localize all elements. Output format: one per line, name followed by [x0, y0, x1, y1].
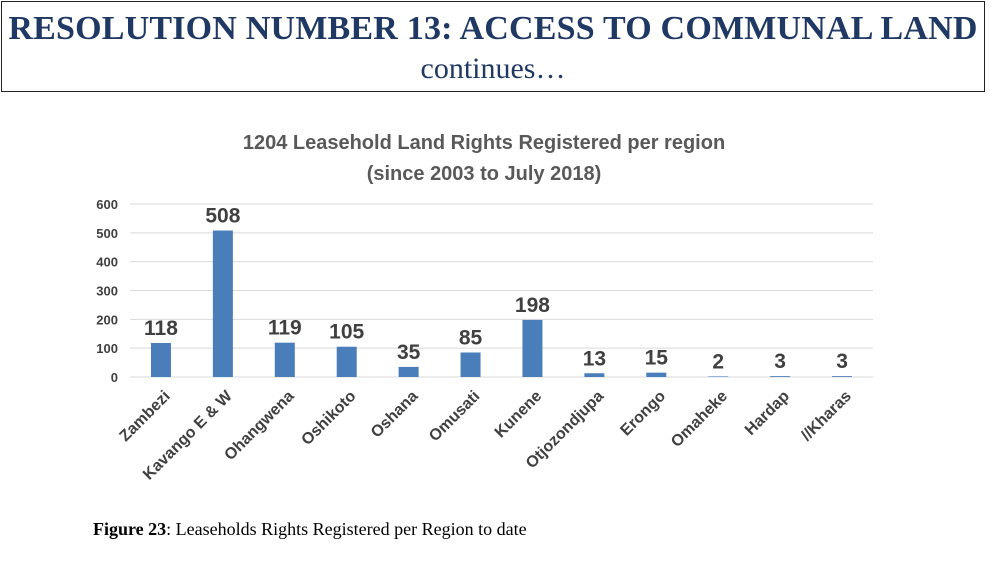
bar — [584, 373, 605, 377]
y-tick-label: 500 — [96, 226, 118, 241]
y-tick-label: 200 — [96, 312, 118, 327]
bars — [150, 230, 853, 377]
data-label: 13 — [583, 347, 606, 370]
bar-chart: 1204 Leasehold Land Rights Registered pe… — [96, 132, 873, 483]
bar — [460, 352, 481, 377]
x-tick-label: Erongo — [618, 388, 670, 440]
data-label: 35 — [397, 341, 421, 364]
data-label: 3 — [774, 350, 786, 373]
bar — [646, 372, 667, 377]
data-label: 119 — [268, 317, 302, 340]
bar — [708, 376, 729, 377]
data-label: 3 — [836, 350, 848, 373]
y-tick-label: 100 — [96, 341, 118, 356]
data-labels: 118 508 119 105 35 85 198 13 15 2 3 3 — [144, 205, 848, 374]
bar — [212, 230, 233, 377]
chart-title: 1204 Leasehold Land Rights Registered pe… — [243, 132, 725, 154]
bar — [522, 319, 543, 377]
data-label: 105 — [329, 321, 364, 344]
y-tick-label: 600 — [96, 197, 118, 212]
slide-title: RESOLUTION NUMBER 13: ACCESS TO COMMUNAL… — [8, 10, 978, 47]
data-label: 15 — [645, 347, 669, 370]
y-axis: 0 100 200 300 400 500 600 — [96, 197, 118, 385]
caption-text: : Leaseholds Rights Registered per Regio… — [166, 519, 527, 539]
slide-subtitle: continues… — [420, 52, 566, 85]
bar — [274, 342, 295, 377]
title-box: RESOLUTION NUMBER 13: ACCESS TO COMMUNAL… — [1, 1, 985, 92]
x-tick-label: Oshikoto — [298, 388, 359, 449]
caption-label: Figure 23 — [93, 519, 167, 539]
x-tick-label: Kunene — [492, 388, 546, 442]
x-tick-label: Omaheke — [668, 388, 731, 451]
data-label: 118 — [144, 317, 178, 340]
data-label: 85 — [459, 326, 483, 349]
bar — [336, 346, 357, 377]
y-tick-label: 400 — [96, 255, 118, 270]
data-label: 198 — [515, 294, 550, 317]
data-label: 508 — [205, 205, 240, 228]
chart-subtitle: (since 2003 to July 2018) — [367, 163, 602, 185]
bar — [832, 376, 853, 377]
x-tick-label: Oshana — [368, 388, 422, 442]
bar — [770, 376, 791, 377]
x-tick-label: Hardap — [742, 388, 793, 439]
figure-caption: Figure 23: Leaseholds Rights Registered … — [93, 519, 527, 540]
x-tick-label: Omusati — [426, 388, 483, 445]
y-tick-label: 300 — [96, 284, 118, 299]
x-tick-label: Zambezi — [117, 388, 174, 445]
x-tick-label: //Kharas — [798, 388, 855, 445]
data-label: 2 — [712, 350, 724, 373]
bar — [150, 342, 171, 377]
gridlines — [130, 203, 873, 378]
bar — [398, 366, 419, 377]
y-tick-label: 0 — [111, 370, 118, 385]
